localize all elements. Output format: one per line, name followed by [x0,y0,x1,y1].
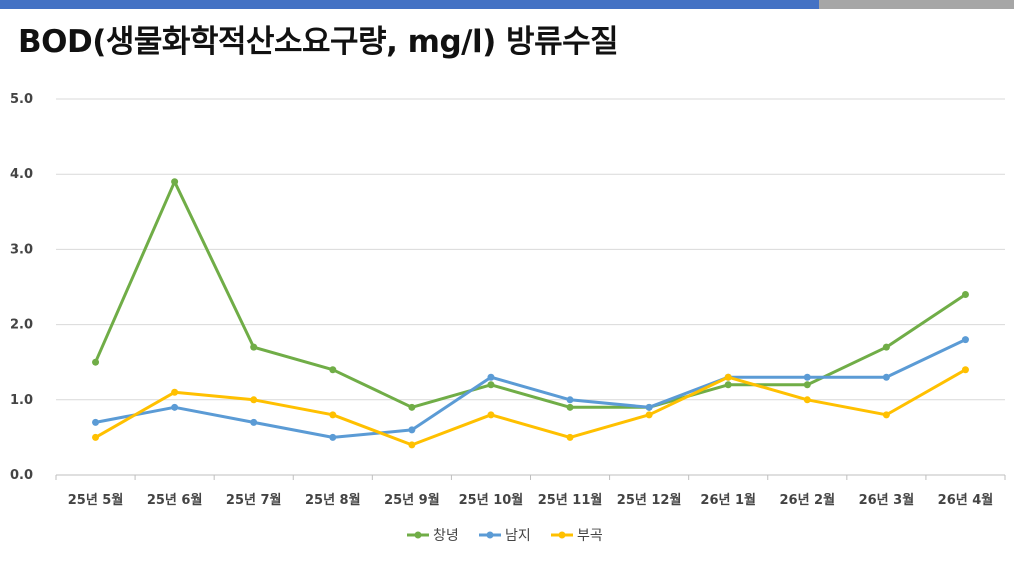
data-point [724,373,732,381]
y-tick-label: 0.0 [10,468,33,483]
y-tick-label: 1.0 [10,393,33,408]
legend-label: 부곡 [577,528,603,544]
x-tick-label: 25년 9월 [384,492,440,508]
data-point [803,373,811,381]
data-point [961,366,969,374]
y-tick-label: 4.0 [10,167,33,182]
legend-label: 남지 [505,528,531,544]
series-line-1 [94,180,967,409]
data-point [329,433,337,441]
x-tick-label: 26년 4월 [938,492,994,508]
y-axis-ticks: 0.0 1.0 2.0 3.0 4.0 5.0 [10,92,33,483]
data-point [645,403,653,411]
data-point [250,343,258,351]
data-point [566,433,574,441]
data-point [408,426,416,434]
chart-gridlines [55,98,1006,480]
data-point [408,403,416,411]
data-point [171,403,179,411]
legend-swatch-marker [558,531,566,539]
data-point [961,291,969,299]
data-point [882,343,890,351]
x-tick-label: 26년 2월 [779,492,835,508]
y-tick-label: 2.0 [10,318,33,333]
data-point [803,381,811,389]
series-line-3 [94,368,967,447]
data-point [250,396,258,404]
data-point [487,411,495,419]
data-point [487,373,495,381]
x-tick-label: 25년 11월 [538,492,603,508]
data-point [724,381,732,389]
x-tick-label: 25년 5월 [68,492,124,508]
chart-series [92,178,969,449]
series-line-2 [94,338,967,439]
data-point [250,418,258,426]
data-point [92,358,100,366]
x-tick-label: 25년 12월 [617,492,682,508]
top-accent-bar [0,0,819,9]
top-accent-bar-secondary [819,0,1014,9]
x-tick-label: 25년 8월 [305,492,361,508]
data-point [882,411,890,419]
data-point [566,403,574,411]
x-tick-label: 25년 7월 [226,492,282,508]
chart-legend: 창녕 남지 부곡 [407,528,603,544]
data-point [171,178,179,186]
x-tick-label: 25년 10월 [459,492,524,508]
data-point [92,433,100,441]
data-point [882,373,890,381]
page-title: BOD(생물화학적산소요구량, mg/l) 방류수질 [18,24,619,60]
data-point [961,336,969,344]
data-point [408,441,416,449]
legend-swatch-marker [486,531,494,539]
data-point [329,366,337,374]
data-point [487,381,495,389]
data-point [92,418,100,426]
data-point [645,411,653,419]
legend-swatch-marker [414,531,422,539]
data-point [566,396,574,404]
y-tick-label: 5.0 [10,92,33,107]
data-point [171,388,179,396]
data-point [803,396,811,404]
y-tick-label: 3.0 [10,242,33,257]
data-point [329,411,337,419]
x-tick-label: 26년 1월 [700,492,756,508]
legend-label: 창녕 [433,528,459,544]
x-axis-ticks: 25년 5월 25년 6월 25년 7월 25년 8월 25년 9월 25년 10월 25년… [68,492,994,508]
x-tick-label: 25년 6월 [147,492,203,508]
x-tick-label: 26년 3월 [859,492,915,508]
